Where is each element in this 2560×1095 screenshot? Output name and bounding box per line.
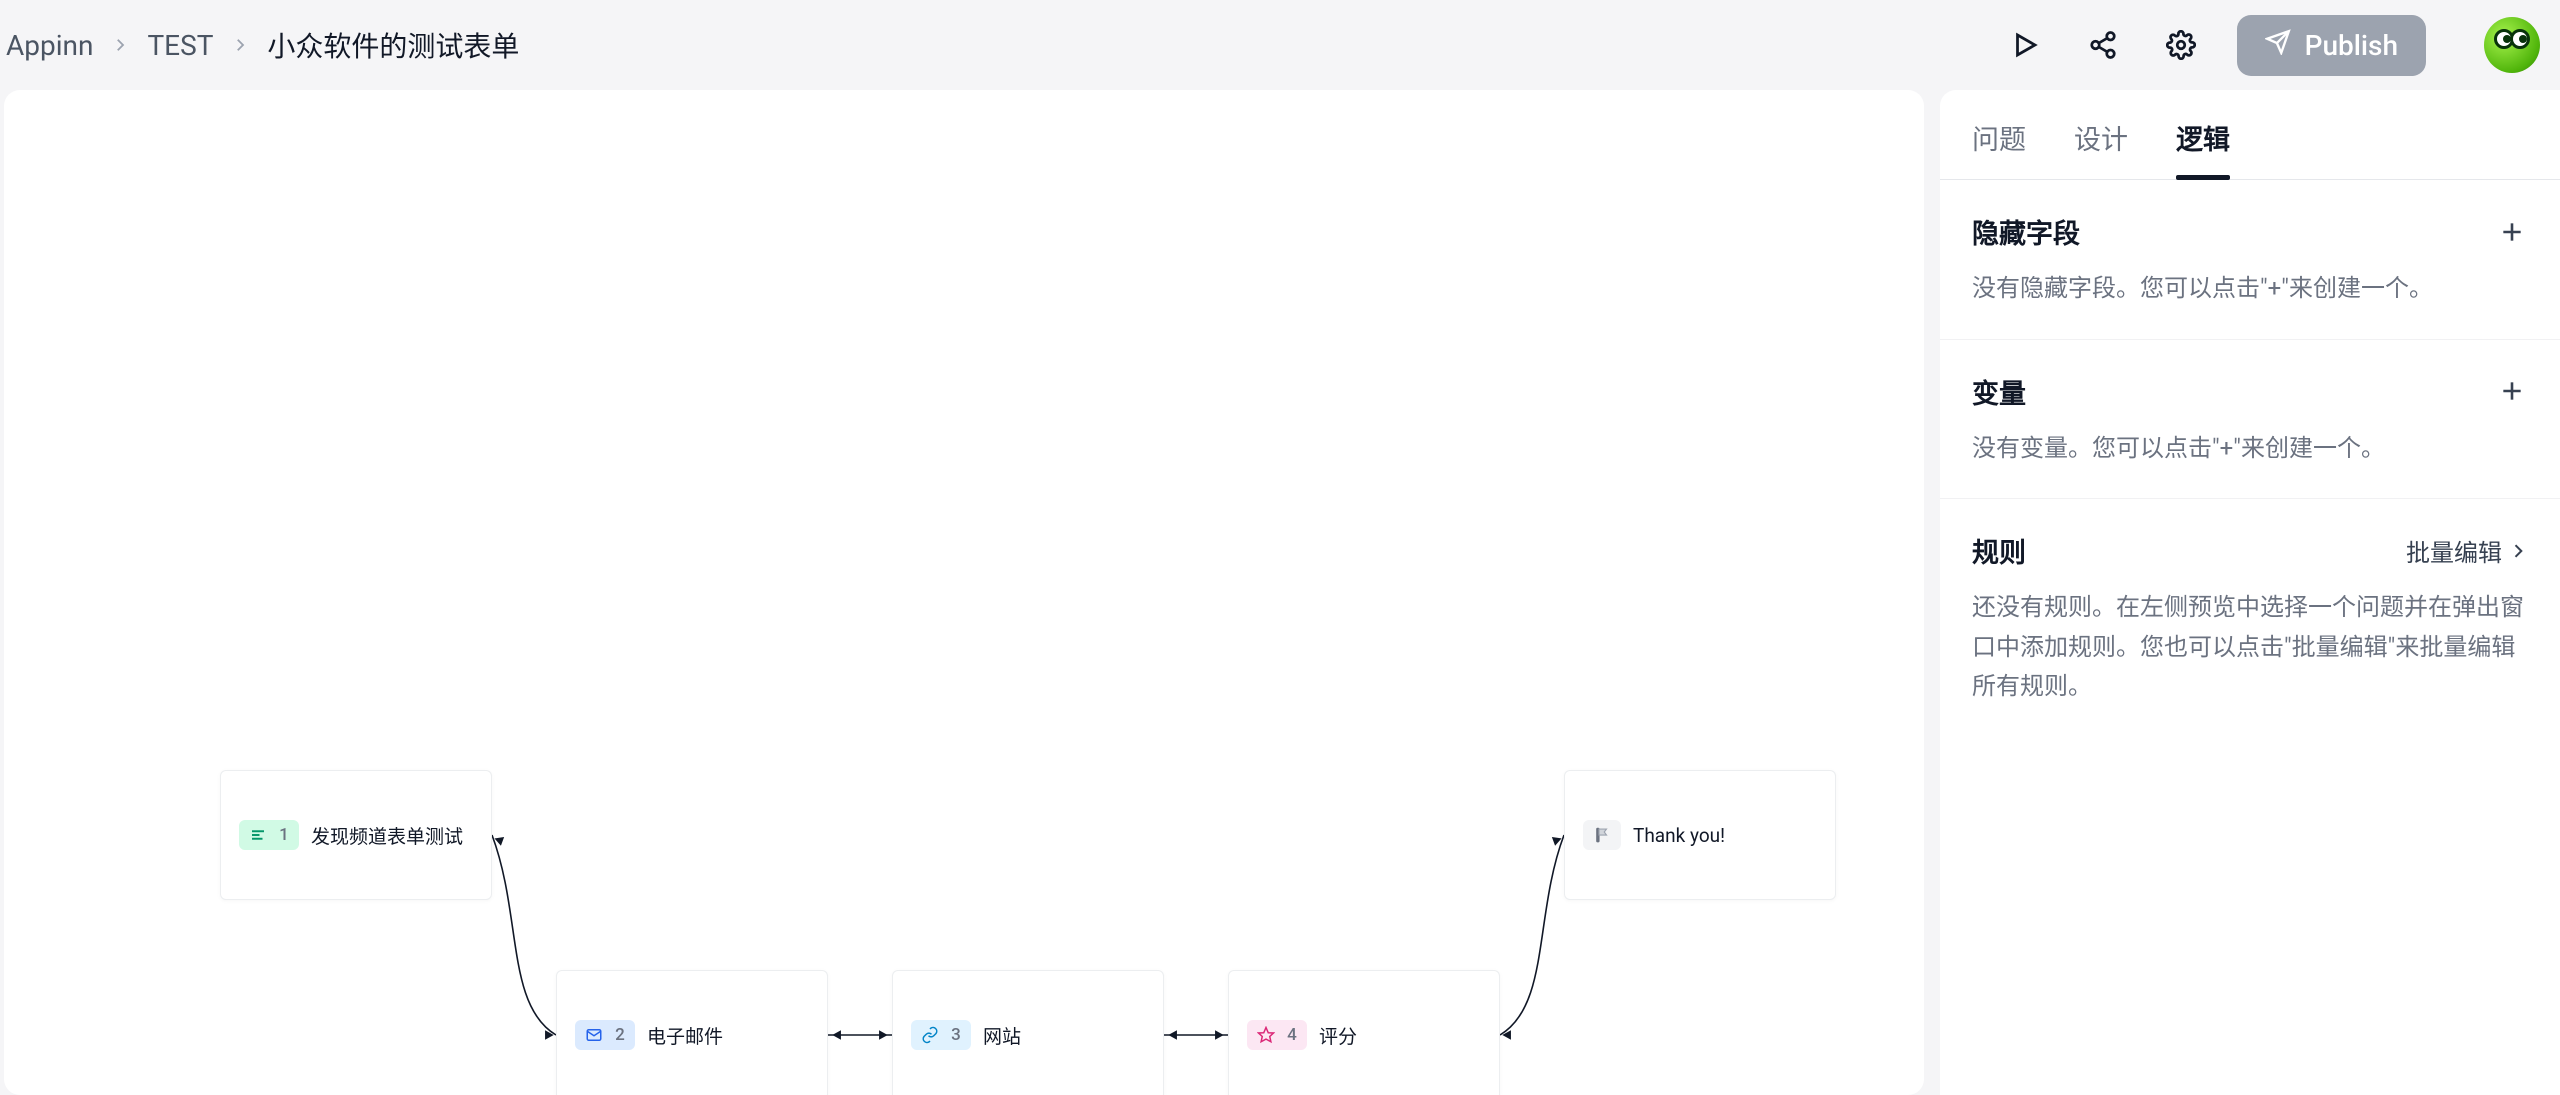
flow-canvas[interactable]: 1 发现频道表单测试 2 电子邮件 3 网站 4 评分 Thank you! [4, 90, 1924, 1095]
flow-node[interactable]: Thank you! [1564, 770, 1836, 900]
lines-icon [247, 824, 269, 846]
node-type-badge: 1 [239, 820, 299, 850]
star-icon [1255, 1024, 1277, 1046]
topbar: Appinn TEST 小众软件的测试表单 [0, 0, 2560, 90]
rules-title: 规则 [1972, 531, 2026, 570]
node-label: 电子邮件 [647, 1022, 723, 1049]
publish-button[interactable]: Publish [2237, 15, 2426, 76]
node-index: 1 [277, 825, 291, 845]
add-variable-button[interactable] [2496, 375, 2528, 407]
flow-node[interactable]: 2 电子邮件 [556, 970, 828, 1095]
breadcrumb: Appinn TEST 小众软件的测试表单 [6, 25, 519, 65]
send-icon [2265, 29, 2291, 62]
flow-layer: 1 发现频道表单测试 2 电子邮件 3 网站 4 评分 Thank you! [4, 90, 1924, 1095]
node-type-badge: 2 [575, 1020, 635, 1050]
rules-desc: 还没有规则。在左侧预览中选择一个问题并在弹出窗口中添加规则。您也可以点击"批量编… [1972, 588, 2528, 729]
section-hidden-fields: 隐藏字段 没有隐藏字段。您可以点击"+"来创建一个。 [1940, 180, 2560, 340]
tab-design[interactable]: 设计 [2074, 118, 2128, 179]
node-index: 3 [949, 1025, 963, 1045]
node-label: 网站 [983, 1022, 1021, 1049]
flag-icon [1591, 824, 1613, 846]
avatar[interactable] [2484, 17, 2540, 73]
settings-button[interactable] [2159, 23, 2203, 67]
link-icon [919, 1024, 941, 1046]
chevron-right-icon [2508, 541, 2528, 561]
flow-node[interactable]: 3 网站 [892, 970, 1164, 1095]
chevron-right-icon [231, 36, 249, 54]
tab-questions[interactable]: 问题 [1972, 118, 2026, 179]
sidebar-tabs: 问题 设计 逻辑 [1940, 90, 2560, 180]
node-index: 4 [1285, 1025, 1299, 1045]
chevron-right-icon [111, 36, 129, 54]
variables-desc: 没有变量。您可以点击"+"来创建一个。 [1972, 429, 2528, 491]
node-label: Thank you! [1633, 824, 1725, 847]
share-button[interactable] [2081, 23, 2125, 67]
sidebar: 问题 设计 逻辑 隐藏字段 没有隐藏字段。您可以点击"+"来创建一个。 变量 没… [1940, 90, 2560, 1095]
mail-icon [583, 1024, 605, 1046]
add-hidden-field-button[interactable] [2496, 216, 2528, 248]
publish-button-label: Publish [2305, 29, 2398, 62]
node-type-badge: 4 [1247, 1020, 1307, 1050]
node-type-badge [1583, 820, 1621, 850]
topbar-actions: Publish [2003, 15, 2540, 76]
section-variables: 变量 没有变量。您可以点击"+"来创建一个。 [1940, 340, 2560, 500]
flow-node[interactable]: 1 发现频道表单测试 [220, 770, 492, 900]
tab-logic[interactable]: 逻辑 [2176, 118, 2230, 179]
hidden-fields-title: 隐藏字段 [1972, 212, 2080, 251]
hidden-fields-desc: 没有隐藏字段。您可以点击"+"来创建一个。 [1972, 269, 2528, 331]
main: 1 发现频道表单测试 2 电子邮件 3 网站 4 评分 Thank you! 问题 设计 逻辑 … [0, 90, 2560, 1095]
section-rules: 规则 批量编辑 还没有规则。在左侧预览中选择一个问题并在弹出窗口中添加规则。您也… [1940, 499, 2560, 737]
bulk-edit-label: 批量编辑 [2406, 533, 2502, 568]
node-index: 2 [613, 1025, 627, 1045]
flow-edges [4, 90, 1924, 1095]
node-label: 发现频道表单测试 [311, 822, 463, 849]
variables-title: 变量 [1972, 372, 2026, 411]
preview-button[interactable] [2003, 23, 2047, 67]
node-label: 评分 [1319, 1022, 1357, 1049]
bulk-edit-button[interactable]: 批量编辑 [2406, 533, 2528, 568]
breadcrumb-folder[interactable]: TEST [147, 29, 213, 62]
breadcrumb-root[interactable]: Appinn [6, 29, 93, 62]
node-type-badge: 3 [911, 1020, 971, 1050]
breadcrumb-title[interactable]: 小众软件的测试表单 [267, 25, 519, 65]
flow-node[interactable]: 4 评分 [1228, 970, 1500, 1095]
